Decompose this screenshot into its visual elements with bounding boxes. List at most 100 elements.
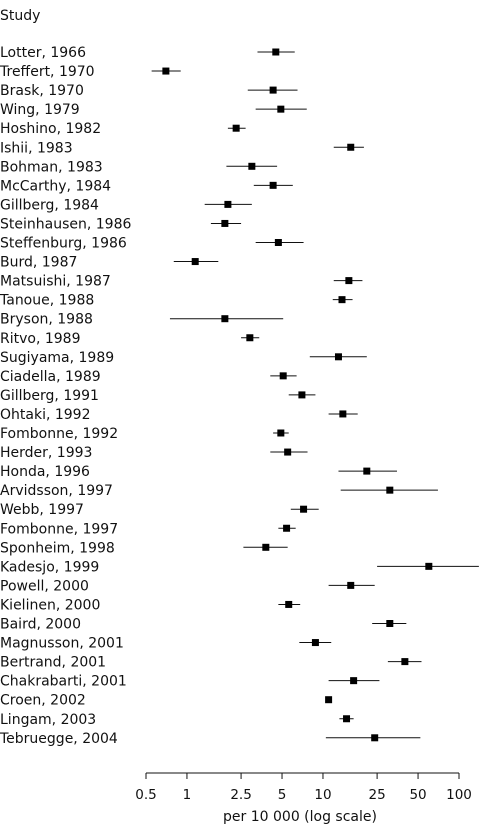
study-label: Fombonne, 1992	[0, 426, 118, 442]
x-tick-label: 5	[278, 787, 287, 803]
study-label: Kielinen, 2000	[0, 597, 100, 613]
x-tick-label: 50	[409, 787, 426, 803]
x-tick-label: 10	[314, 787, 331, 803]
study-row: Fombonne, 1997	[0, 521, 296, 537]
study-label: Kadesjo, 1999	[0, 559, 99, 575]
study-row: Magnusson, 2001	[0, 636, 332, 652]
study-row: Herder, 1993	[0, 445, 308, 461]
point-estimate	[277, 105, 285, 113]
study-label: Bohman, 1983	[0, 159, 103, 175]
study-label: Honda, 1996	[0, 464, 90, 480]
chart-title: Study	[0, 8, 40, 24]
study-row: Steinhausen, 1986	[0, 216, 242, 232]
study-row: Powell, 2000	[0, 578, 375, 594]
study-label: Sponheim, 1998	[0, 540, 115, 556]
study-label: Sugiyama, 1989	[0, 350, 114, 366]
study-label: Tanoue, 1988	[0, 293, 94, 309]
study-row: Steffenburg, 1986	[0, 236, 304, 252]
study-label: Chakrabarti, 2001	[0, 674, 127, 690]
point-estimate	[277, 429, 285, 437]
point-estimate	[350, 677, 358, 685]
study-row: Fombonne, 1992	[0, 426, 289, 442]
study-label: Croen, 2002	[0, 693, 86, 709]
point-estimate	[347, 143, 355, 151]
point-estimate	[248, 162, 256, 170]
x-tick-label: 100	[446, 787, 472, 803]
study-label: Magnusson, 2001	[0, 636, 124, 652]
point-estimate	[224, 200, 232, 208]
study-label: Steinhausen, 1986	[0, 216, 131, 232]
study-row: Ishii, 1983	[0, 140, 364, 156]
study-row: Tanoue, 1988	[0, 293, 353, 309]
point-estimate	[401, 658, 409, 666]
point-estimate	[338, 296, 346, 304]
study-row: Lingam, 2003	[0, 712, 354, 728]
study-row: Treffert, 1970	[0, 64, 181, 80]
point-estimate	[334, 353, 342, 361]
study-label: Tebruegge, 2004	[0, 731, 118, 747]
study-row: Honda, 1996	[0, 464, 397, 480]
study-row: Ritvo, 1989	[0, 331, 260, 347]
study-row: Gillberg, 1991	[0, 388, 316, 404]
point-estimate	[311, 639, 319, 647]
point-estimate	[232, 124, 240, 132]
study-label: Treffert, 1970	[0, 64, 95, 80]
study-row: Brask, 1970	[0, 83, 298, 99]
point-estimate	[325, 696, 333, 704]
point-estimate	[191, 258, 199, 266]
study-row: Bryson, 1988	[0, 312, 284, 328]
study-label: Bryson, 1988	[0, 312, 93, 328]
study-label: McCarthy, 1984	[0, 178, 111, 194]
study-row: Tebruegge, 2004	[0, 731, 421, 747]
point-estimate	[262, 543, 270, 551]
study-row: Chakrabarti, 2001	[0, 674, 380, 690]
study-label: Lotter, 1966	[0, 45, 86, 61]
study-label: Ritvo, 1989	[0, 331, 81, 347]
study-label: Fombonne, 1997	[0, 521, 118, 537]
study-label: Brask, 1970	[0, 83, 84, 99]
point-estimate	[425, 562, 433, 570]
study-row: Croen, 2002	[0, 693, 333, 709]
x-tick-label: 1	[183, 787, 192, 803]
study-row: Arvidsson, 1997	[0, 483, 438, 499]
study-label: Wing, 1979	[0, 102, 80, 118]
x-axis: 0.5 1 2.5 5 10 25 50 100	[135, 772, 472, 803]
point-estimate	[162, 67, 170, 75]
study-label: Baird, 2000	[0, 617, 81, 633]
study-label: Hoshino, 1982	[0, 121, 101, 137]
point-estimate	[363, 467, 371, 475]
study-row: McCarthy, 1984	[0, 178, 293, 194]
study-label: Gillberg, 1991	[0, 388, 99, 404]
study-row: Sugiyama, 1989	[0, 350, 367, 366]
study-label: Bertrand, 2001	[0, 655, 106, 671]
point-estimate	[300, 505, 308, 513]
point-estimate	[371, 734, 379, 742]
point-estimate	[298, 391, 306, 399]
point-estimate	[269, 181, 277, 189]
x-tick-label: 0.5	[135, 787, 156, 803]
study-row: Kielinen, 2000	[0, 597, 301, 613]
x-tick-label: 25	[369, 787, 386, 803]
study-label: Powell, 2000	[0, 578, 89, 594]
study-row: Matsuishi, 1987	[0, 274, 363, 290]
study-row: Burd, 1987	[0, 255, 219, 271]
study-row: Webb, 1997	[0, 502, 319, 518]
study-rows: Lotter, 1966 Treffert, 1970 Brask, 1970 Win…	[0, 45, 479, 747]
point-estimate	[269, 86, 277, 94]
study-row: Bohman, 1983	[0, 159, 278, 175]
study-row: Ciadella, 1989	[0, 369, 297, 385]
study-label: Gillberg, 1984	[0, 197, 99, 213]
study-label: Steffenburg, 1986	[0, 236, 127, 252]
study-label: Matsuishi, 1987	[0, 274, 111, 290]
point-estimate	[343, 715, 351, 723]
study-label: Ohtaki, 1992	[0, 407, 91, 423]
point-estimate	[339, 410, 347, 418]
study-label: Webb, 1997	[0, 502, 84, 518]
point-estimate	[347, 581, 355, 589]
study-row: Hoshino, 1982	[0, 121, 246, 137]
point-estimate	[279, 372, 287, 380]
study-row: Wing, 1979	[0, 102, 307, 118]
study-row: Gillberg, 1984	[0, 197, 252, 213]
study-label: Ciadella, 1989	[0, 369, 101, 385]
